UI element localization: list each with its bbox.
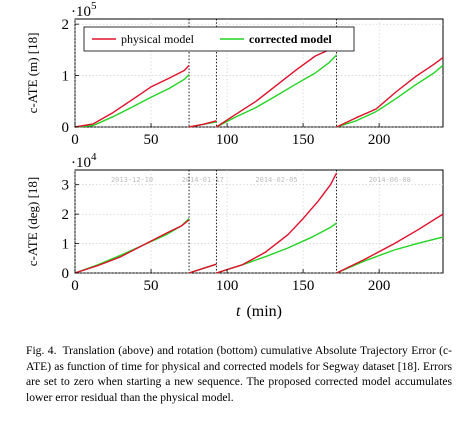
rotation-grid	[74, 170, 443, 274]
y-tick-label: 0	[62, 120, 70, 136]
corrected-model-line	[336, 64, 444, 128]
legend-label-corrected: corrected model	[249, 32, 332, 46]
rotation-y-axis-label: c-ATE (deg) [18]	[25, 177, 40, 267]
translation-ticks: 0 1 2 0 50 100 150 200	[62, 17, 391, 148]
corrected-model-line	[216, 222, 338, 274]
x-tick-label: 200	[368, 132, 391, 148]
corrected-model-line	[336, 236, 444, 274]
x-tick-label: 150	[292, 278, 315, 294]
physical-model-line	[216, 172, 338, 274]
translation-panel: 0 1 2 0 50 100 150 200 ·105 c-ATE (m) [18] phys…	[25, 0, 444, 148]
caption-label: Fig. 4.	[26, 344, 57, 357]
x-tick-label: 150	[292, 132, 315, 148]
physical-model-line	[216, 46, 337, 128]
y-tick-label: 0	[62, 266, 70, 282]
translation-series	[74, 46, 444, 128]
rotation-sequence-boundaries	[188, 170, 338, 273]
y-tick-label: 1	[62, 69, 70, 85]
y-tick-label: 2	[62, 17, 70, 33]
y-tick-label: 1	[62, 237, 70, 253]
corrected-model-line	[74, 74, 190, 128]
physical-model-line	[336, 57, 444, 128]
x-tick-label: 0	[71, 278, 79, 294]
rotation-y-multiplier: ·104	[71, 151, 97, 171]
corrected-model-line	[74, 218, 190, 274]
physical-model-line	[74, 219, 190, 274]
x-tick-label: 50	[144, 132, 159, 148]
sequence-labels: 2013-12-10 2014-01-17 2014-02-05 2014-06…	[111, 176, 411, 184]
sequence-label: 2014-06-08	[369, 176, 411, 184]
corrected-model-line	[216, 54, 338, 128]
y-tick-label: 2	[62, 207, 70, 223]
figure-caption: Fig. 4. Translation (above) and rotation …	[26, 343, 452, 405]
x-tick-label: 100	[216, 278, 239, 294]
x-tick-label: 0	[71, 132, 79, 148]
x-tick-label: 50	[144, 278, 159, 294]
legend-label-physical: physical model	[121, 32, 195, 46]
x-tick-label: 200	[368, 278, 391, 294]
physical-model-line	[188, 120, 217, 128]
x-tick-label: 100	[216, 132, 239, 148]
rotation-panel: 2013-12-10 2014-01-17 2014-02-05 2014-06…	[25, 151, 444, 320]
physical-model-line	[188, 263, 217, 274]
physical-model-line	[74, 64, 190, 128]
x-axis-label: t (min)	[236, 303, 282, 320]
sequence-label: 2013-12-10	[111, 176, 153, 184]
translation-y-axis-label: c-ATE (m) [18]	[25, 33, 40, 114]
y-tick-label: 3	[62, 178, 70, 194]
rotation-ticks: 0 1 2 3 0 50 100 150 200	[62, 178, 391, 294]
legend-box	[83, 26, 355, 52]
legend: physical model corrected model	[83, 26, 355, 52]
sequence-label: 2014-02-05	[255, 176, 297, 184]
physical-model-line	[336, 213, 444, 274]
sequence-label: 2014-01-17	[182, 176, 224, 184]
caption-text: Translation (above) and rotation (bottom…	[26, 344, 452, 404]
rotation-plot-frame	[74, 169, 444, 274]
translation-y-multiplier: ·105	[71, 0, 97, 20]
rotation-series	[74, 172, 444, 274]
